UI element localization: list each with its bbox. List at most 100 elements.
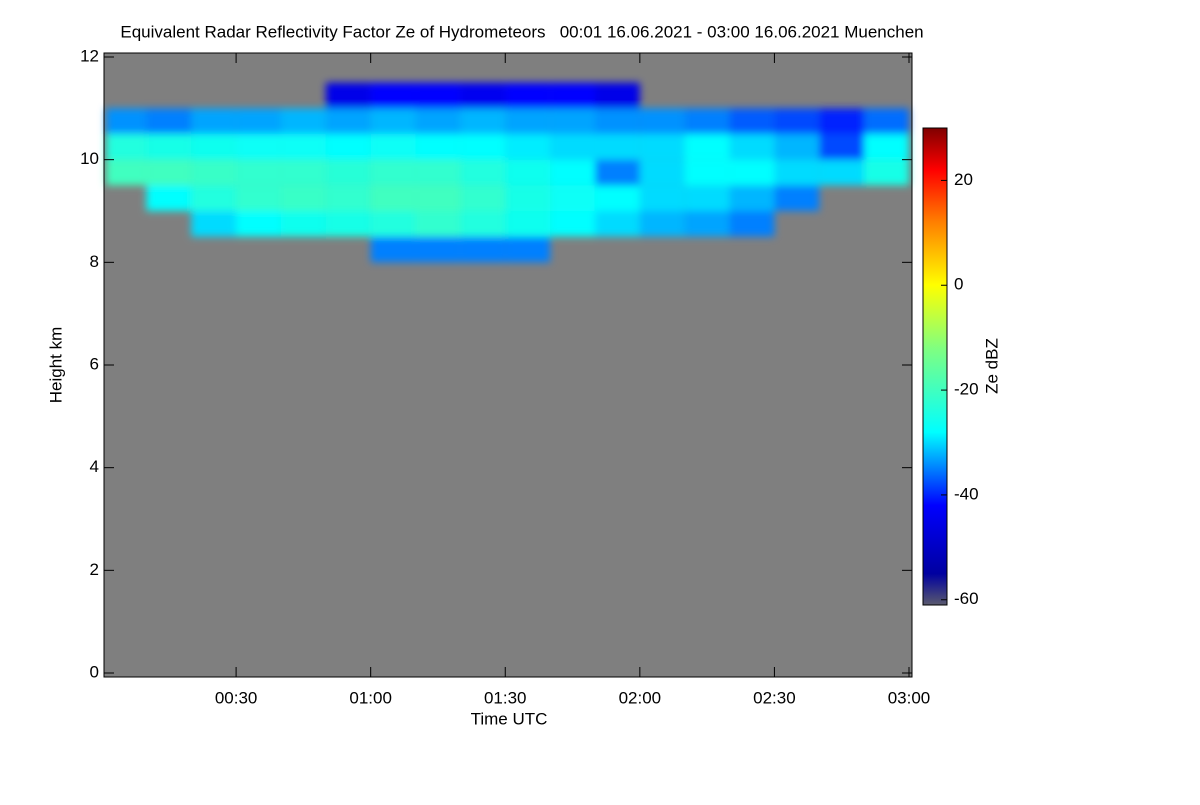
heat-cell xyxy=(684,108,730,134)
heat-cell xyxy=(684,159,730,186)
heat-cell xyxy=(191,134,237,160)
heat-cell xyxy=(729,134,775,160)
heat-cell xyxy=(774,134,820,160)
heat-cell xyxy=(191,108,237,134)
heat-cell xyxy=(370,159,416,186)
heat-cell xyxy=(236,108,281,134)
heat-cell xyxy=(191,185,237,211)
heat-cell xyxy=(684,211,730,237)
heat-cell xyxy=(106,108,147,134)
heat-cell xyxy=(280,159,326,186)
heat-cell xyxy=(505,82,551,109)
heat-cell xyxy=(774,185,820,211)
heat-cell xyxy=(325,185,371,211)
heat-cell xyxy=(460,108,506,134)
heat-cell xyxy=(819,134,865,160)
heat-cell xyxy=(460,82,506,109)
colorbar-tick-label: -20 xyxy=(954,380,979,399)
heat-cell xyxy=(594,108,640,134)
heat-cell xyxy=(639,134,685,160)
colorbar-tick-label: 20 xyxy=(954,170,973,189)
heat-cell xyxy=(550,108,595,134)
heat-cell xyxy=(146,134,192,160)
heat-cell xyxy=(106,134,147,160)
heat-cell xyxy=(325,108,371,134)
chart-title: Equivalent Radar Reflectivity Factor Ze … xyxy=(120,22,923,41)
heat-cell xyxy=(639,108,685,134)
heat-cell xyxy=(594,211,640,237)
colorbar-tick-label: -40 xyxy=(954,484,979,503)
heat-cell xyxy=(864,108,909,134)
heat-cell xyxy=(146,159,192,186)
heat-cell xyxy=(146,108,192,134)
heat-cell xyxy=(550,185,595,211)
heat-cell xyxy=(460,185,506,211)
heat-cell xyxy=(864,159,909,186)
x-tick-label: 03:00 xyxy=(888,688,931,707)
y-tick-label: 12 xyxy=(80,46,99,65)
x-tick-label: 01:00 xyxy=(349,688,392,707)
heat-cell xyxy=(236,211,281,237)
heat-cell xyxy=(370,108,416,134)
heat-cell xyxy=(505,236,551,263)
heat-cell xyxy=(415,211,461,237)
heat-cell xyxy=(550,159,595,186)
heat-cell xyxy=(191,159,237,186)
x-tick-label: 00:30 xyxy=(215,688,258,707)
heat-cell xyxy=(280,185,326,211)
heat-cell xyxy=(460,211,506,237)
colorbar-tick-label: 0 xyxy=(954,275,963,294)
y-tick-label: 0 xyxy=(90,662,99,681)
heat-cell xyxy=(415,108,461,134)
y-tick-label: 8 xyxy=(90,252,99,271)
heat-cell xyxy=(325,82,371,109)
y-tick-label: 2 xyxy=(90,560,99,579)
heat-cell xyxy=(550,82,595,109)
heat-cell xyxy=(460,236,506,263)
heat-cell xyxy=(864,134,909,160)
y-tick-label: 6 xyxy=(90,354,99,373)
heat-cell xyxy=(729,159,775,186)
heat-cell xyxy=(325,134,371,160)
heat-cell xyxy=(325,159,371,186)
heat-cell xyxy=(460,159,506,186)
heat-cell xyxy=(594,82,640,109)
heat-cell xyxy=(639,211,685,237)
heat-cell xyxy=(684,185,730,211)
heat-cell xyxy=(774,108,820,134)
heat-cell xyxy=(415,134,461,160)
heat-cell xyxy=(415,185,461,211)
cloud-layer xyxy=(106,82,909,263)
heat-cell xyxy=(505,134,551,160)
x-tick-label: 02:00 xyxy=(619,688,662,707)
heat-cell xyxy=(415,82,461,109)
x-tick-label: 01:30 xyxy=(484,688,527,707)
heat-cell xyxy=(774,159,820,186)
heat-cell xyxy=(550,134,595,160)
heat-cell xyxy=(505,185,551,211)
heat-cell xyxy=(819,159,865,186)
heat-cell xyxy=(236,134,281,160)
heat-cell xyxy=(729,108,775,134)
heat-cell xyxy=(370,134,416,160)
heat-cell xyxy=(550,211,595,237)
y-tick-label: 4 xyxy=(90,457,99,476)
heat-cell xyxy=(460,134,506,160)
colorbar-tick-label: -60 xyxy=(954,589,979,608)
y-axis-label: Height km xyxy=(46,327,65,404)
heat-cell xyxy=(729,211,775,237)
colorbar-label: Ze dBZ xyxy=(982,338,1001,394)
colorbar xyxy=(922,127,948,606)
heat-cell xyxy=(325,211,371,237)
heat-cell xyxy=(370,211,416,237)
heat-cell xyxy=(280,211,326,237)
heat-cell xyxy=(594,185,640,211)
heat-cell xyxy=(370,236,416,263)
heat-cell xyxy=(505,211,551,237)
x-tick-label: 02:30 xyxy=(753,688,796,707)
heat-cell xyxy=(639,185,685,211)
heat-cell xyxy=(106,159,147,186)
x-axis-label: Time UTC xyxy=(471,709,548,728)
heat-cell xyxy=(819,108,865,134)
